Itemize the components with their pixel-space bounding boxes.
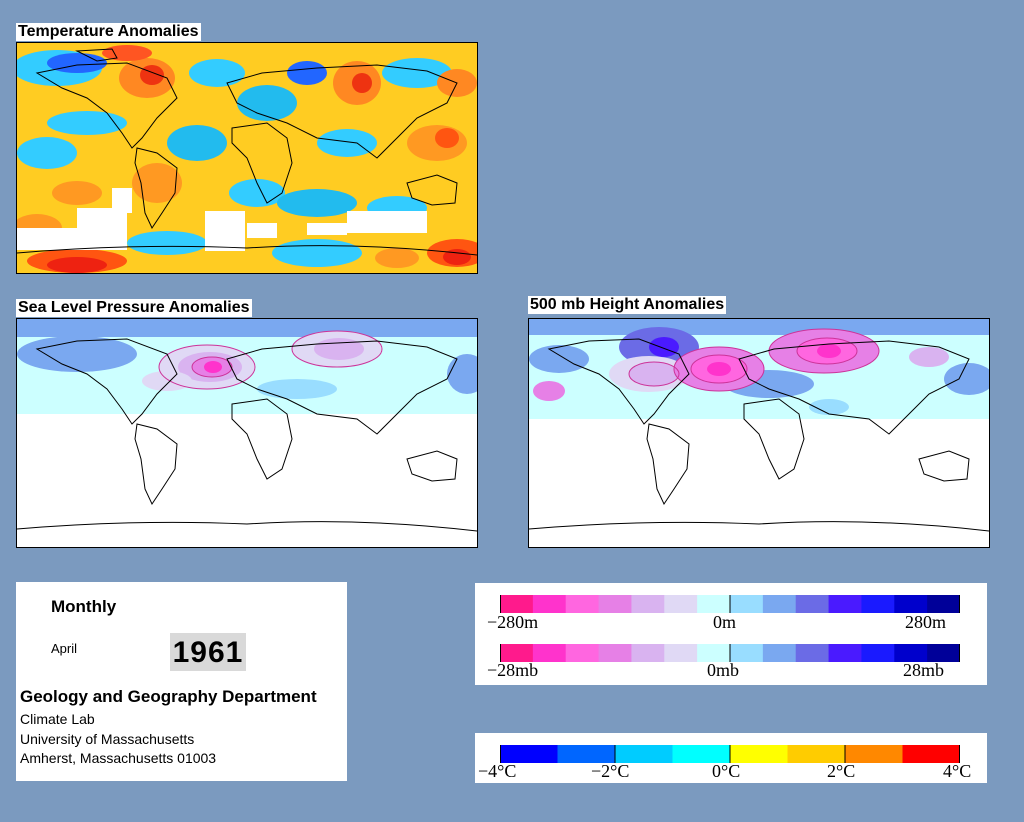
- color-swatch: [500, 595, 534, 613]
- temp-legend-label-3: 2°C: [827, 761, 856, 781]
- year-display: 1961: [170, 633, 246, 671]
- color-swatch: [730, 595, 764, 613]
- department-name: Geology and Geography Department: [20, 687, 317, 706]
- height-contours: [628, 328, 880, 392]
- temperature-panel-title: Temperature Anomalies: [16, 23, 201, 41]
- 500mb-height-map: [528, 318, 990, 548]
- color-swatch: [557, 745, 616, 763]
- anomaly-legend-panel: −280m 0m 280m −28mb 0mb 28mb: [475, 583, 987, 685]
- pressure-contours: [158, 330, 383, 390]
- color-swatch: [697, 595, 731, 613]
- info-panel: Monthly April 1961 Geology and Geography…: [16, 582, 347, 781]
- height-legend-mid: 0m: [713, 612, 737, 632]
- color-swatch: [762, 595, 797, 613]
- color-swatch: [730, 745, 788, 763]
- height-legend-max: 280m: [905, 612, 947, 632]
- temp-legend-label-1: −2°C: [591, 761, 630, 781]
- height-field: [529, 319, 989, 419]
- color-swatch: [927, 595, 960, 613]
- color-swatch: [500, 745, 558, 763]
- temperature-field: [17, 45, 477, 273]
- pressure-field: [17, 319, 477, 414]
- university-name: University of Massachusetts: [20, 731, 195, 747]
- color-swatch: [787, 745, 846, 763]
- continent-outlines: [17, 338, 477, 532]
- color-swatch: [532, 644, 567, 662]
- color-swatch: [845, 745, 903, 763]
- color-swatch: [664, 644, 698, 662]
- temp-legend-label-0: −4°C: [478, 761, 517, 781]
- temperature-color-bar: [500, 745, 960, 763]
- height-legend-min: −280m: [487, 612, 539, 632]
- color-swatch: [631, 595, 665, 613]
- missing-data-region: [17, 188, 427, 251]
- address: Amherst, Massachusetts 01003: [20, 750, 217, 766]
- color-swatch: [828, 644, 862, 662]
- temperature-legend-panel: −4°C −2°C 0°C 2°C 4°C: [475, 733, 987, 783]
- mode-label: Monthly: [51, 597, 117, 616]
- color-swatch: [631, 644, 665, 662]
- height-color-bar: [500, 595, 960, 613]
- color-swatch: [664, 595, 698, 613]
- pressure-color-bar: [500, 644, 960, 662]
- temperature-anomaly-map: [16, 42, 478, 274]
- color-swatch: [894, 595, 928, 613]
- color-swatch: [615, 745, 673, 763]
- continent-outlines: [17, 48, 477, 256]
- slp-panel-title: Sea Level Pressure Anomalies: [16, 299, 252, 317]
- color-swatch: [672, 745, 731, 763]
- continent-outlines: [529, 338, 989, 532]
- temp-legend-label-2: 0°C: [712, 761, 741, 781]
- color-swatch: [598, 595, 632, 613]
- color-swatch: [697, 644, 731, 662]
- color-swatch: [828, 595, 862, 613]
- pressure-legend-max: 28mb: [903, 660, 945, 680]
- color-swatch: [795, 644, 830, 662]
- lab-name: Climate Lab: [20, 711, 95, 727]
- color-swatch: [598, 644, 632, 662]
- height-panel-title: 500 mb Height Anomalies: [528, 296, 727, 314]
- temp-legend-label-4: 4°C: [943, 761, 972, 781]
- pressure-legend-mid: 0mb: [707, 660, 740, 680]
- sea-level-pressure-map: [16, 318, 478, 548]
- color-swatch: [861, 644, 895, 662]
- color-swatch: [902, 745, 960, 763]
- color-swatch: [730, 644, 764, 662]
- color-swatch: [532, 595, 567, 613]
- color-swatch: [500, 644, 534, 662]
- color-swatch: [565, 595, 600, 613]
- color-swatch: [861, 595, 895, 613]
- month-label: April: [51, 641, 78, 656]
- color-swatch: [795, 595, 830, 613]
- color-swatch: [927, 644, 960, 662]
- color-swatch: [894, 644, 928, 662]
- color-swatch: [762, 644, 797, 662]
- color-swatch: [565, 644, 600, 662]
- pressure-legend-min: −28mb: [487, 660, 539, 680]
